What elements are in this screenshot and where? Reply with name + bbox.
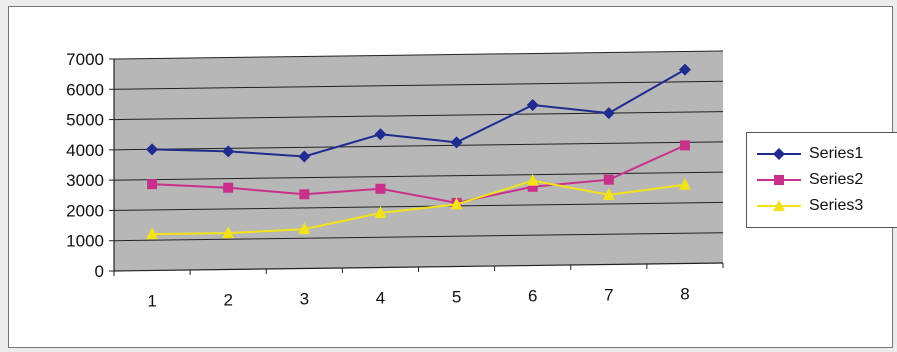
legend-label-series2: Series2 bbox=[809, 171, 864, 188]
plot-area bbox=[113, 50, 724, 272]
y-tick-label-3000: 3000 bbox=[66, 171, 104, 190]
legend-item-series1: Series1 bbox=[755, 143, 895, 165]
y-tick-label-2000: 2000 bbox=[66, 201, 104, 220]
data-point-series1-5 bbox=[450, 136, 463, 149]
gridline-4000 bbox=[113, 141, 724, 151]
gridline-6000 bbox=[113, 80, 724, 90]
chart-area: 0 1000 2000 3000 4000 5000 6000 7000 1 2 3 4 5 6 7 8 S… bbox=[8, 6, 897, 348]
data-point-series3-1 bbox=[146, 227, 159, 240]
legend-marker-series1 bbox=[757, 148, 801, 160]
data-point-series2-3 bbox=[299, 189, 310, 200]
data-point-series2-7 bbox=[603, 174, 614, 185]
series-line-series2 bbox=[152, 144, 686, 204]
series-line-series3 bbox=[152, 179, 686, 236]
x-tick-label-4: 4 bbox=[376, 289, 385, 308]
gridline-7000 bbox=[113, 50, 724, 60]
x-tick-label-2: 2 bbox=[223, 291, 232, 310]
data-point-series3-7 bbox=[602, 187, 615, 200]
data-point-series1-6 bbox=[526, 98, 539, 111]
legend-item-series3: Series3 bbox=[755, 195, 895, 217]
data-point-series3-4 bbox=[374, 205, 387, 218]
plot-background bbox=[114, 51, 723, 271]
y-tick-label-1000: 1000 bbox=[66, 232, 104, 251]
y-tick-label-4000: 4000 bbox=[66, 141, 104, 160]
gridline-5000 bbox=[113, 111, 724, 121]
legend-label-series3: Series3 bbox=[809, 197, 864, 214]
data-point-series2-8 bbox=[679, 140, 690, 151]
x-tick-label-5: 5 bbox=[452, 288, 461, 307]
legend-marker-series2 bbox=[757, 175, 801, 185]
data-point-series3-5 bbox=[450, 197, 463, 210]
data-point-series2-2 bbox=[223, 182, 234, 193]
data-point-series1-2 bbox=[222, 145, 235, 158]
x-tick-label-6: 6 bbox=[528, 287, 537, 306]
y-tick-label-5000: 5000 bbox=[66, 111, 104, 130]
legend: Series1 Series2 Series3 bbox=[746, 132, 897, 228]
x-tick-label-7: 7 bbox=[604, 286, 613, 305]
data-point-series1-7 bbox=[602, 107, 615, 120]
data-point-series2-4 bbox=[375, 183, 386, 194]
data-point-series1-1 bbox=[146, 143, 159, 156]
y-axis: 0 1000 2000 3000 4000 5000 6000 7000 bbox=[66, 50, 114, 281]
data-point-series1-4 bbox=[374, 128, 387, 141]
legend-item-series2: Series2 bbox=[755, 169, 895, 191]
data-point-series3-8 bbox=[678, 177, 691, 190]
gridline-1000 bbox=[113, 232, 724, 242]
x-axis: 1 2 3 4 5 6 7 8 bbox=[113, 263, 724, 311]
legend-label-series1: Series1 bbox=[809, 145, 864, 162]
y-tick-label-6000: 6000 bbox=[66, 80, 104, 99]
data-point-series1-3 bbox=[298, 150, 311, 163]
y-tick-label-0: 0 bbox=[95, 262, 104, 281]
data-point-series2-6 bbox=[527, 181, 538, 192]
x-tick-label-1: 1 bbox=[147, 292, 156, 311]
x-tick-label-3: 3 bbox=[300, 290, 309, 309]
line-chart: 0 1000 2000 3000 4000 5000 6000 7000 1 2 3 4 5 6 7 8 bbox=[66, 50, 724, 311]
data-point-series3-6 bbox=[526, 173, 539, 186]
data-point-series3-2 bbox=[222, 226, 235, 239]
y-tick-label-7000: 7000 bbox=[66, 50, 104, 69]
series-line-series1 bbox=[152, 68, 686, 158]
data-point-series2-1 bbox=[147, 179, 158, 190]
gridline-2000 bbox=[113, 201, 724, 211]
series-layer bbox=[146, 63, 691, 240]
legend-marker-series3 bbox=[757, 200, 801, 211]
x-tick-label-8: 8 bbox=[680, 285, 689, 304]
data-point-series3-3 bbox=[298, 222, 311, 235]
